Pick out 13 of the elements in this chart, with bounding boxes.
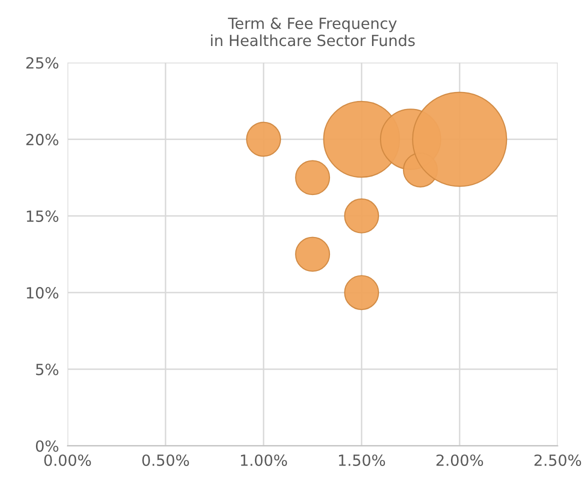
- y-tick-label: 0%: [36, 440, 58, 452]
- x-tick-label: 2.00%: [436, 454, 484, 466]
- x-tick-label: 1.00%: [240, 454, 287, 466]
- y-tick-label: 5%: [36, 364, 58, 376]
- y-tick-label: 20%: [26, 134, 58, 146]
- y-tick-label: 25%: [26, 57, 58, 69]
- y-tick-label: 15%: [26, 210, 58, 222]
- x-tick-label: 0.50%: [142, 454, 189, 466]
- x-tick-label: 1.50%: [339, 454, 386, 466]
- chart-title: Term & Fee Frequency in Healthcare Sector Funds: [211, 18, 415, 46]
- x-tick-label: 2.50%: [534, 454, 582, 466]
- y-tick-label: 10%: [26, 287, 58, 299]
- x-tick-label: 0.00%: [44, 454, 91, 466]
